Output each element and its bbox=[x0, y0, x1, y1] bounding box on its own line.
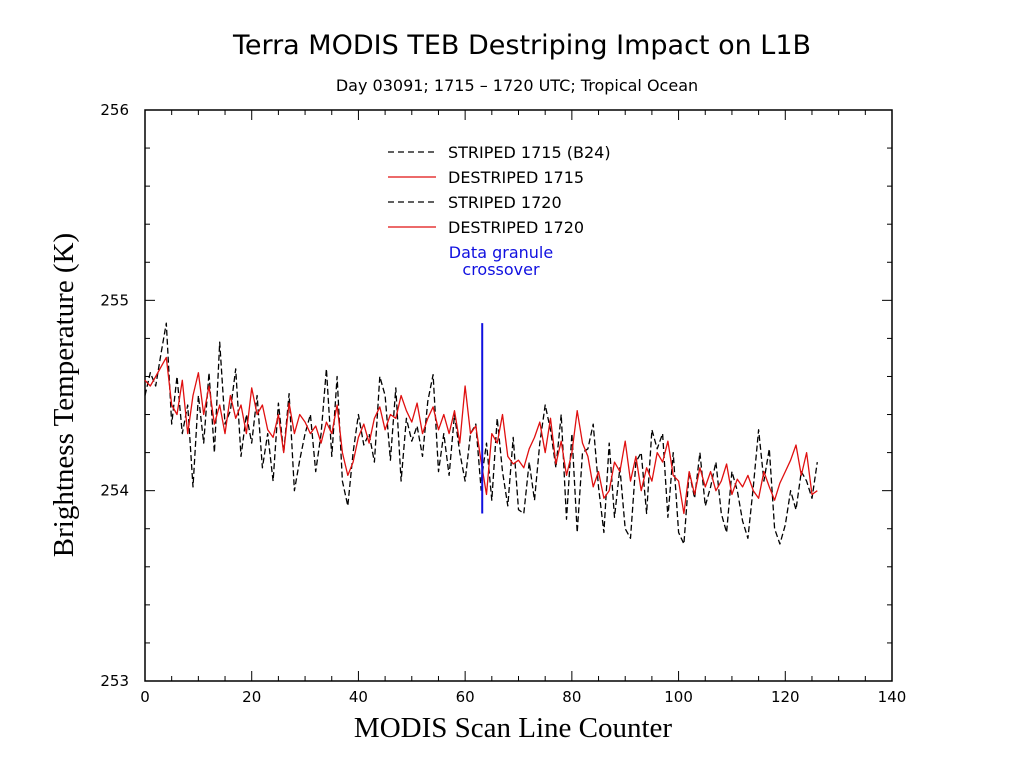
x-axis-label: MODIS Scan Line Counter bbox=[354, 712, 672, 744]
axis-ticks bbox=[144, 109, 893, 682]
x-tick-label: 0 bbox=[140, 688, 150, 706]
x-tick-label: 40 bbox=[349, 688, 368, 706]
crossover-annotation-line-1: Data granule bbox=[449, 243, 553, 262]
y-tick-label: 254 bbox=[100, 482, 129, 500]
x-tick-label: 140 bbox=[878, 688, 907, 706]
x-tick-label: 120 bbox=[771, 688, 800, 706]
y-tick-label: 253 bbox=[100, 672, 129, 690]
x-tick-label: 60 bbox=[456, 688, 475, 706]
y-tick-label: 255 bbox=[100, 291, 129, 309]
crossover-annotation-line-2: crossover bbox=[462, 260, 540, 279]
chart-subtitle: Day 03091; 1715 – 1720 UTC; Tropical Oce… bbox=[336, 76, 698, 95]
legend-label: DESTRIPED 1715 bbox=[448, 168, 584, 187]
y-tick-labels: 253 254 255 256 bbox=[100, 101, 129, 690]
series-line-3 bbox=[480, 404, 818, 545]
x-tick-label: 100 bbox=[664, 688, 693, 706]
legend-label: STRIPED 1715 (B24) bbox=[448, 143, 611, 162]
series-line-4 bbox=[480, 410, 818, 515]
legend: STRIPED 1715 (B24) DESTRIPED 1715 STRIPED … bbox=[388, 143, 611, 237]
series-layer bbox=[144, 322, 818, 545]
legend-label: STRIPED 1720 bbox=[448, 193, 562, 212]
chart-title: Terra MODIS TEB Destriping Impact on L1B bbox=[232, 30, 811, 61]
x-tick-label: 20 bbox=[242, 688, 261, 706]
x-tick-label: 80 bbox=[562, 688, 581, 706]
legend-label: DESTRIPED 1720 bbox=[448, 218, 584, 237]
x-tick-labels: 0 20 40 60 80 100 120 140 bbox=[140, 688, 906, 706]
y-axis-label: Brightness Temperature (K) bbox=[48, 233, 80, 557]
series-line-1 bbox=[144, 322, 482, 507]
y-tick-label: 256 bbox=[100, 101, 129, 119]
series-line-2 bbox=[144, 356, 482, 477]
